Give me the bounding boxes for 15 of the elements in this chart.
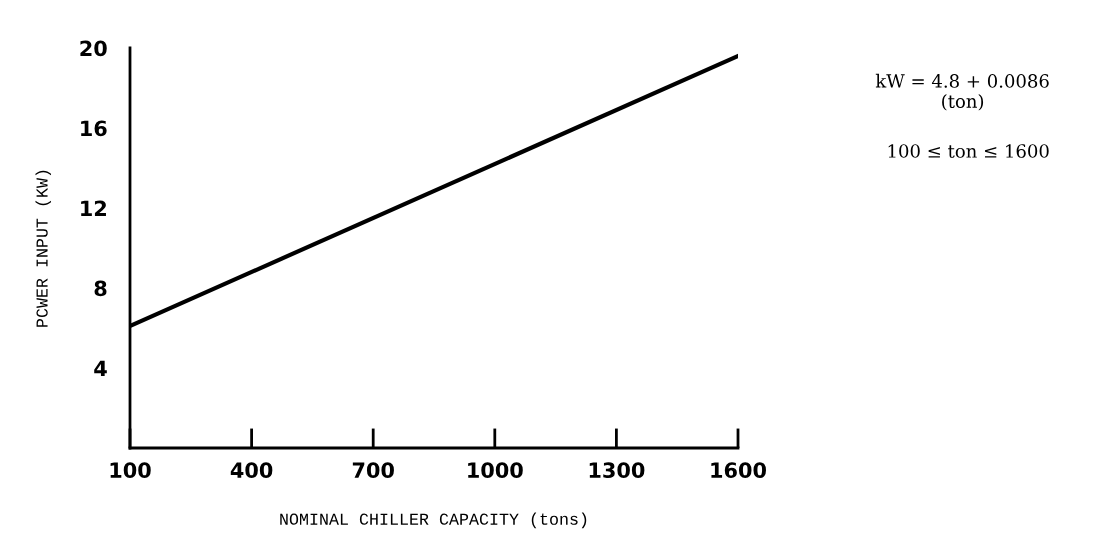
x-tick-label: 1600 [711,462,766,479]
y-tick-label: 20 [80,40,107,57]
x-tick-label: 400 [230,462,273,479]
y-tick-label: 12 [81,200,106,216]
x-tick-label: 1000 [468,462,523,479]
x-axis-title: NOMINAL CHILLER CAPACITY (tons) [280,512,587,529]
x-tick-label: 100 [110,462,151,479]
y-tick-label: 8 [94,280,107,297]
text: 100 ≤ ton ≤ 1600 [888,144,1049,158]
y-axis-title: PCWER INPUT (KW) [35,170,52,327]
x-tick-label: 700 [352,462,394,479]
x-tick-label: 1300 [589,462,645,479]
y-tick-label: 16 [81,120,107,137]
text: kW = 4.8 + 0.0086 (ton) [875,73,1049,111]
y-tick-label: 4 [94,360,107,376]
